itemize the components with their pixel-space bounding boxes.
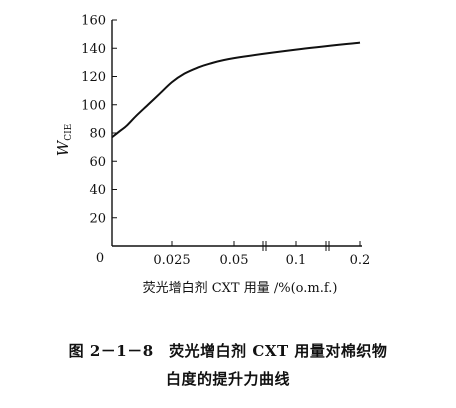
y-tick-label: 140 bbox=[81, 42, 106, 57]
x-ticks: 0.025 0.05 0.1 0.2 bbox=[153, 241, 370, 268]
chart-axes bbox=[111, 20, 362, 251]
figure-caption-line-1: 图 2－1－8 荧光增白剂 CXT 用量对棉织物 bbox=[68, 342, 388, 360]
x-tick-label: 0.05 bbox=[220, 253, 249, 268]
y-tick-label: 100 bbox=[81, 98, 106, 113]
y-tick-label: 40 bbox=[89, 183, 106, 198]
y-tick-label: 60 bbox=[89, 155, 106, 170]
x-axis-break-1 bbox=[262, 241, 267, 251]
x-axis-break-2 bbox=[325, 241, 330, 251]
y-axis-title: WCIE bbox=[54, 124, 74, 156]
series-line bbox=[111, 41, 361, 139]
y-tick-label: 20 bbox=[89, 211, 106, 226]
y-zero-label: 0 bbox=[96, 251, 104, 266]
x-axis-title: 荧光增白剂 CXT 用量 /%(o.m.f.) bbox=[143, 280, 338, 296]
y-tick-label: 160 bbox=[81, 14, 106, 29]
x-tick-label: 0.025 bbox=[153, 253, 190, 268]
figure-caption-line-2: 白度的提升力曲线 bbox=[165, 370, 290, 388]
y-tick-label: 120 bbox=[81, 70, 106, 85]
x-tick-label: 0.1 bbox=[286, 253, 307, 268]
x-tick-label: 0.2 bbox=[350, 253, 371, 268]
y-tick-label: 80 bbox=[89, 127, 106, 142]
y-ticks: 20 40 60 80 100 120 140 160 bbox=[81, 14, 117, 226]
